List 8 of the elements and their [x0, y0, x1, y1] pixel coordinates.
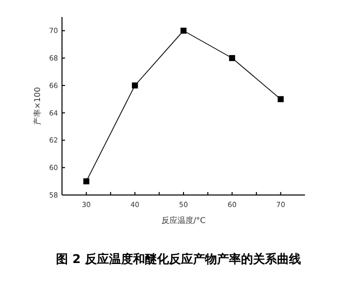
point: [229, 55, 236, 62]
x-axis-title: 反应温度/°C: [161, 216, 206, 225]
text: 图 2 反应温度和醚化反应产物产率的关系曲线: [56, 252, 301, 266]
y-axis-title: 产率×100: [33, 87, 42, 125]
point: [180, 28, 186, 34]
point: [132, 82, 138, 88]
point: [278, 96, 284, 102]
point: [83, 178, 90, 184]
